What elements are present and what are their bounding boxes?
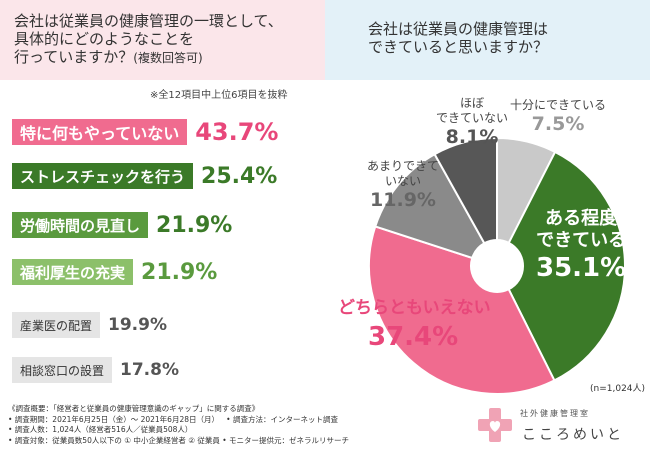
survey-method: • 調査方法：インターネット調査 [226,414,338,424]
pie-slice [507,150,626,382]
bar-value-label: 19.9% [108,315,167,335]
bar-value-label: 17.8% [120,360,179,380]
pie-label-some: ある程度 できている 35.1% [536,208,626,284]
pie-slice [368,225,556,395]
pie-label-neither: どちらともいえない 37.4% [338,296,491,354]
bar: 福利厚生の充実 [12,259,134,285]
bar-row: 労働時間の見直し 21.9% [12,212,232,238]
bar-value-label: 43.7% [195,118,279,146]
pie-label-hardly: ほぼ できていない 8.1% [436,96,508,148]
header-right-background [325,0,650,80]
pie-label-notmuch-name1: あまりできて [367,159,440,173]
left-question-line3: 行っていますか？(複数回答可) [14,48,314,67]
pie-label-full-pct: 7.5% [531,113,585,135]
header-left-background [0,0,325,80]
sample-size-label: (n=1,024人) [590,384,646,394]
excerpt-note: ※全12項目中上位6項目を抜粋 [150,90,288,101]
pie-label-notmuch-pct: 11.9% [370,189,436,211]
pie-label-full: 十分にできている 7.5% [510,96,606,135]
bar: 労働時間の見直し [12,212,149,238]
bar-row: 産業医の配置 19.9% [12,312,167,338]
pie-label-hardly-name2: できていない [436,111,509,125]
bar: 産業医の配置 [12,312,101,338]
left-question-line1: 会社は従業員の健康管理の一環として、 [14,12,283,30]
survey-count: • 調査人数：1,024人（経営者516人／従業員508人） [8,425,193,434]
pie-label-hardly-pct: 8.1% [445,126,499,148]
pie-label-neither-pct: 37.4% [368,322,459,352]
pie-label-notmuch-name2: いない [385,174,422,188]
bar-value-label: 21.9% [156,212,233,238]
bar-value-label: 25.4% [201,163,278,189]
logo-subtitle: 社外健康管理室 [520,409,590,418]
survey-overview: 《調査概要：「経営者と従業員の健康管理意識のギャップ」に関する調査》 • 調査期… [8,404,349,446]
pie-label-notmuch: あまりできて いない 11.9% [367,159,439,211]
pie-label-some-name2: できている [536,230,627,251]
pie-slice [433,136,498,245]
left-question-multi: (複数回答可) [133,51,203,65]
pie-label-neither-name: どちらともいえない [338,298,491,318]
logo-title: こころめいと [522,427,624,443]
pie-label-full-name: 十分にできている [510,98,607,112]
survey-title: 《調査概要：「経営者と従業員の健康管理意識のギャップ」に関する調査》 [8,404,260,413]
survey-period: • 調査期間：2021年6月25日（金）〜 2021年6月28日（月） [8,414,219,424]
bar: ストレスチェックを行う [12,163,194,189]
left-question: 会社は従業員の健康管理の一環として、 具体的にどのようなことを 行っていますか？… [14,12,314,67]
right-question-line1: 会社は従業員の健康管理は [368,20,549,38]
bar-row: 福利厚生の充実 21.9% [12,259,217,285]
logo: 社外健康管理室 こころめいと [478,404,638,448]
pie-label-some-name1: ある程度 [545,208,618,229]
survey-target: • 調査対象：従業員数50人以下の ① 中小企業経営者 ② 従業員 • モニター… [8,435,350,445]
right-question: 会社は従業員の健康管理は できていると思いますか？ [368,20,628,56]
pie-label-some-pct: 35.1% [536,253,627,283]
left-question-line2: 具体的にどのようなことを [14,30,195,48]
bar: 特に何もやっていない [12,119,188,145]
bar: 相談窓口の設置 [12,357,113,383]
left-question-line3-main: 行っていますか？ [14,48,134,66]
bar-row: ストレスチェックを行う 25.4% [12,163,277,189]
bar-row: 特に何もやっていない 43.7% [12,118,279,146]
bar-value-label: 21.9% [141,259,218,285]
pie-label-hardly-name1: ほぼ [460,96,485,110]
right-question-line2: できていると思いますか？ [368,38,549,56]
pie-slice [374,152,486,260]
survey-period-row: • 調査期間：2021年6月25日（金）〜 2021年6月28日（月） • 調査… [8,415,349,426]
logo-cross-heart-icon [478,408,512,442]
bar-row: 相談窓口の設置 17.8% [12,357,179,383]
